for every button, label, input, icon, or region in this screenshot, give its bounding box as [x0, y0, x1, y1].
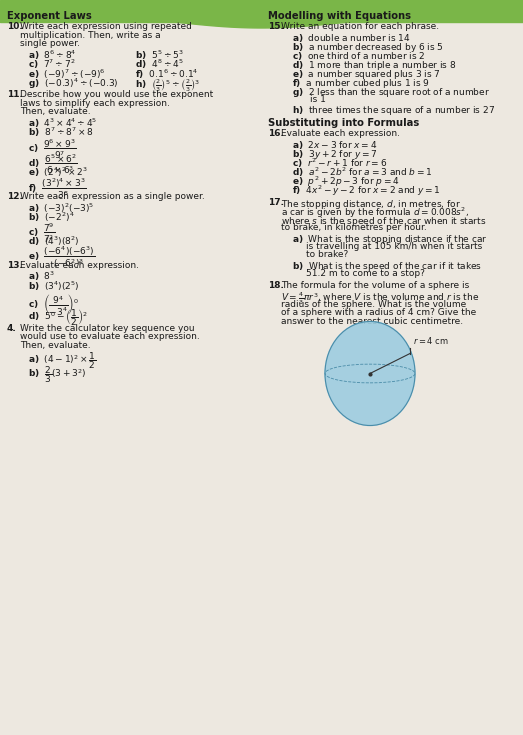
Text: $\mathbf{c)}$  $r^2 - r + 1$ for $r = 6$: $\mathbf{c)}$ $r^2 - r + 1$ for $r = 6$: [292, 157, 387, 170]
Text: 12.: 12.: [7, 192, 23, 201]
Text: $\mathbf{b)}$  $5^5 \div 5^3$: $\mathbf{b)}$ $5^5 \div 5^3$: [135, 49, 184, 62]
Text: Modelling with Equations: Modelling with Equations: [268, 11, 411, 21]
Text: $\mathbf{e)}$  $p^2 + 2p - 3$ for $p = 4$: $\mathbf{e)}$ $p^2 + 2p - 3$ for $p = 4$: [292, 174, 400, 189]
Text: $\mathbf{a)}$  $4^3 \times 4^4 \div 4^5$: $\mathbf{a)}$ $4^3 \times 4^4 \div 4^5$: [28, 117, 97, 130]
Text: a car is given by the formula $d = 0.008s^2$,: a car is given by the formula $d = 0.008…: [281, 206, 469, 220]
Text: $\mathbf{c)}$  $\left(\dfrac{9^4}{-3^4}\right)^0$: $\mathbf{c)}$ $\left(\dfrac{9^4}{-3^4}\r…: [28, 292, 79, 317]
Text: $\mathbf{h)}$  $\left(\frac{2}{3}\right)^5 \div \left(\frac{2}{3}\right)^3$: $\mathbf{h)}$ $\left(\frac{2}{3}\right)^…: [135, 77, 200, 93]
Text: $\mathbf{b)}$  $8^7 \div 8^7 \times 8$: $\mathbf{b)}$ $8^7 \div 8^7 \times 8$: [28, 126, 94, 140]
Text: would use to evaluate each expression.: would use to evaluate each expression.: [20, 332, 200, 341]
Text: The stopping distance, $d$, in metres, for: The stopping distance, $d$, in metres, f…: [281, 198, 461, 210]
Text: $\mathbf{d)}$  $(4^3)(8^2)$: $\mathbf{d)}$ $(4^3)(8^2)$: [28, 235, 79, 248]
Text: $\mathbf{g)}$  $(-0.3)^4 \div (-0.3)$: $\mathbf{g)}$ $(-0.3)^4 \div (-0.3)$: [28, 77, 119, 91]
Text: $\mathbf{b)}$  What is the speed of the car if it takes: $\mathbf{b)}$ What is the speed of the c…: [292, 260, 482, 273]
Text: The formula for the volume of a sphere is: The formula for the volume of a sphere i…: [281, 281, 469, 290]
Text: to brake, in kilometres per hour.: to brake, in kilometres per hour.: [281, 223, 427, 232]
Text: $\mathbf{b)}$  a number decreased by 6 is 5: $\mathbf{b)}$ a number decreased by 6 is…: [292, 41, 444, 54]
Text: $\mathbf{b)}$  $(-2^2)^4$: $\mathbf{b)}$ $(-2^2)^4$: [28, 211, 75, 224]
Text: of a sphere with a radius of 4 cm? Give the: of a sphere with a radius of 4 cm? Give …: [281, 308, 476, 317]
Text: Evaluate each expression.: Evaluate each expression.: [281, 129, 400, 137]
Text: single power.: single power.: [20, 39, 80, 48]
Text: $\mathbf{f)}$  $4x^2 - y - 2$ for $x = 2$ and $y = 1$: $\mathbf{f)}$ $4x^2 - y - 2$ for $x = 2$…: [292, 184, 441, 198]
Text: $\mathbf{d)}$  $\dfrac{6^5 \times 6^2}{6 \times 6^3}$: $\mathbf{d)}$ $\dfrac{6^5 \times 6^2}{6 …: [28, 152, 77, 176]
Text: $\mathbf{a)}$  $(-3)^2(-3)^5$: $\mathbf{a)}$ $(-3)^2(-3)^5$: [28, 201, 95, 215]
Text: $\mathbf{b)}$  $\dfrac{2}{3}(3 + 3^2)$: $\mathbf{b)}$ $\dfrac{2}{3}(3 + 3^2)$: [28, 365, 86, 385]
Text: 18.: 18.: [268, 281, 284, 290]
Text: $\mathbf{a)}$  double a number is 14: $\mathbf{a)}$ double a number is 14: [292, 32, 411, 44]
Text: $\mathbf{d)}$  $5^0 - \left(\dfrac{1}{2}\right)^2$: $\mathbf{d)}$ $5^0 - \left(\dfrac{1}{2}\…: [28, 307, 88, 329]
Text: answer to the nearest cubic centimetre.: answer to the nearest cubic centimetre.: [281, 317, 463, 326]
Ellipse shape: [325, 321, 415, 426]
Text: laws to simplify each expression.: laws to simplify each expression.: [20, 98, 170, 107]
Text: $\mathbf{b)}$  $3y + 2$ for $y = 7$: $\mathbf{b)}$ $3y + 2$ for $y = 7$: [292, 148, 378, 160]
Text: $\mathbf{h)}$  three times the square of a number is 27: $\mathbf{h)}$ three times the square of …: [292, 104, 495, 117]
Text: is 1: is 1: [310, 95, 326, 104]
Text: $\mathbf{f)}$  $\dfrac{(3^2)^4 \times 3^3}{3^8}$: $\mathbf{f)}$ $\dfrac{(3^2)^4 \times 3^3…: [28, 176, 86, 201]
Text: $\mathbf{a)}$  What is the stopping distance if the car: $\mathbf{a)}$ What is the stopping dista…: [292, 233, 487, 246]
Text: $\mathbf{a)}$  $8^3$: $\mathbf{a)}$ $8^3$: [28, 270, 55, 284]
Text: 17.: 17.: [268, 198, 284, 207]
Text: $\mathbf{a)}$  $2x - 3$ for $x = 4$: $\mathbf{a)}$ $2x - 3$ for $x = 4$: [292, 138, 378, 151]
Text: $\mathbf{a)}$  $8^6 \div 8^4$: $\mathbf{a)}$ $8^6 \div 8^4$: [28, 49, 76, 62]
Text: Then, evaluate.: Then, evaluate.: [20, 340, 90, 350]
Text: $\mathbf{f)}$  $0.1^6 \div 0.1^4$: $\mathbf{f)}$ $0.1^6 \div 0.1^4$: [135, 68, 199, 81]
Text: Describe how you would use the exponent: Describe how you would use the exponent: [20, 90, 213, 99]
Text: Write each expression using repeated: Write each expression using repeated: [20, 22, 192, 31]
Text: radius of the sphere. What is the volume: radius of the sphere. What is the volume: [281, 299, 466, 309]
Text: $\mathbf{e)}$  $\dfrac{(-6^4)(-6^3)}{(-6^2)^3}$: $\mathbf{e)}$ $\dfrac{(-6^4)(-6^3)}{(-6^…: [28, 245, 95, 270]
Text: $\mathbf{c)}$  $7^7 \div 7^2$: $\mathbf{c)}$ $7^7 \div 7^2$: [28, 58, 75, 71]
Text: $\mathbf{b)}$  $(3^4)(2^5)$: $\mathbf{b)}$ $(3^4)(2^5)$: [28, 279, 79, 293]
Text: Write the calculator key sequence you: Write the calculator key sequence you: [20, 323, 195, 332]
Text: $\mathbf{d)}$  1 more than triple a number is 8: $\mathbf{d)}$ 1 more than triple a numbe…: [292, 59, 457, 72]
Text: $\mathbf{c)}$  $\dfrac{9^6 \times 9^3}{9^7}$: $\mathbf{c)}$ $\dfrac{9^6 \times 9^3}{9^…: [28, 137, 76, 161]
Text: $\mathbf{a)}$  $(4-1)^2 \times \dfrac{1}{2}$: $\mathbf{a)}$ $(4-1)^2 \times \dfrac{1}{…: [28, 351, 97, 371]
Text: is travelling at 105 km/h when it starts: is travelling at 105 km/h when it starts: [306, 242, 482, 251]
Text: $\mathbf{e)}$  $(-9)^7 \div (-9)^6$: $\mathbf{e)}$ $(-9)^7 \div (-9)^6$: [28, 68, 106, 81]
Text: $\mathbf{g)}$  2 less than the square root of a number: $\mathbf{g)}$ 2 less than the square roo…: [292, 86, 490, 99]
Text: where $s$ is the speed of the car when it starts: where $s$ is the speed of the car when i…: [281, 215, 486, 228]
Text: $\mathbf{c)}$  one third of a number is 2: $\mathbf{c)}$ one third of a number is 2: [292, 50, 426, 62]
Text: Evaluate each expression.: Evaluate each expression.: [20, 260, 139, 270]
Text: $V = \frac{4}{3}\pi r^3$, where $V$ is the volume and $r$ is the: $V = \frac{4}{3}\pi r^3$, where $V$ is t…: [281, 290, 480, 307]
Text: $r = 4$ cm: $r = 4$ cm: [413, 334, 449, 345]
Text: $\mathbf{c)}$  $\dfrac{7^9}{7^2}$: $\mathbf{c)}$ $\dfrac{7^9}{7^2}$: [28, 221, 55, 245]
Text: $\mathbf{e)}$  a number squared plus 3 is 7: $\mathbf{e)}$ a number squared plus 3 is…: [292, 68, 441, 81]
Text: 11.: 11.: [7, 90, 23, 99]
Text: to brake?: to brake?: [306, 250, 348, 259]
Text: $\mathbf{d)}$  $4^8 \div 4^5$: $\mathbf{d)}$ $4^8 \div 4^5$: [135, 58, 184, 71]
Text: multiplication. Then, write as a: multiplication. Then, write as a: [20, 30, 161, 40]
Bar: [0, 0, 523, 22]
Text: 4.: 4.: [7, 323, 17, 332]
Text: Write each expression as a single power.: Write each expression as a single power.: [20, 192, 204, 201]
Text: Substituting into Formulas: Substituting into Formulas: [268, 118, 419, 127]
Text: $\mathbf{d)}$  $a^2 - 2b^2$ for $a = 3$ and $b = 1$: $\mathbf{d)}$ $a^2 - 2b^2$ for $a = 3$ a…: [292, 165, 433, 179]
Text: 15.: 15.: [268, 22, 284, 31]
Text: Write an equation for each phrase.: Write an equation for each phrase.: [281, 22, 439, 31]
Text: $\mathbf{e)}$  $(2^4)^2 \times 2^3$: $\mathbf{e)}$ $(2^4)^2 \times 2^3$: [28, 166, 88, 179]
Text: 10.: 10.: [7, 22, 22, 31]
Text: $\mathbf{f)}$  a number cubed plus 1 is 9: $\mathbf{f)}$ a number cubed plus 1 is 9: [292, 77, 430, 90]
Text: Then, evaluate.: Then, evaluate.: [20, 107, 90, 116]
Text: 51.2 m to come to a stop?: 51.2 m to come to a stop?: [306, 268, 425, 278]
Text: Exponent Laws: Exponent Laws: [7, 11, 92, 21]
Text: 13.: 13.: [7, 260, 23, 270]
Text: 16.: 16.: [268, 129, 284, 137]
